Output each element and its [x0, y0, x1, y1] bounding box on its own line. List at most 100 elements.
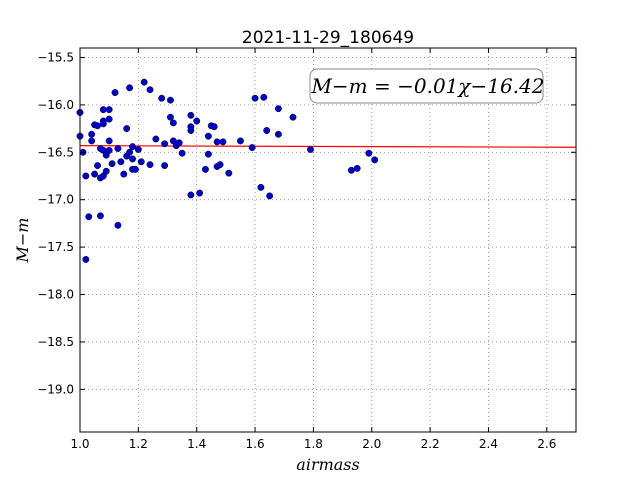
data-point	[196, 189, 204, 197]
data-point	[94, 122, 101, 130]
equation-box: M−m = −0.01χ−16.42	[309, 68, 545, 104]
data-point	[131, 165, 139, 173]
data-point	[204, 150, 212, 158]
data-point	[129, 155, 136, 163]
x-tick-label: 2.0	[362, 437, 381, 451]
data-point	[263, 127, 271, 134]
data-point	[166, 113, 174, 121]
data-point	[114, 145, 122, 152]
data-point	[88, 130, 96, 138]
data-point	[146, 86, 154, 94]
x-tick-label: 2.4	[479, 437, 498, 451]
data-point	[161, 140, 169, 148]
data-point	[166, 96, 174, 104]
data-point	[85, 213, 93, 221]
data-point	[187, 127, 195, 134]
data-point	[99, 120, 107, 128]
data-point	[146, 161, 154, 169]
data-point	[202, 165, 209, 173]
x-axis-label: airmass	[296, 455, 359, 474]
data-point	[274, 105, 282, 113]
x-tick-label: 2.6	[537, 437, 556, 451]
y-axis-label: M−m	[13, 218, 32, 264]
data-point	[140, 78, 148, 86]
data-point	[248, 144, 256, 152]
data-point	[134, 146, 142, 153]
y-tick-label: −16.5	[37, 145, 74, 159]
data-point	[129, 143, 136, 151]
data-point	[105, 115, 113, 123]
data-point	[111, 89, 119, 97]
data-point	[123, 125, 131, 133]
data-point	[289, 113, 297, 121]
data-point	[114, 221, 122, 229]
data-point	[353, 164, 361, 172]
data-point	[108, 160, 116, 168]
data-point	[161, 162, 169, 170]
data-point	[82, 172, 90, 180]
data-point	[99, 106, 107, 114]
y-tick-label: −18.0	[37, 288, 74, 302]
data-point	[365, 149, 373, 157]
y-tick-label: −15.5	[37, 50, 74, 64]
data-point	[257, 183, 265, 191]
y-tick-label: −18.5	[37, 335, 74, 349]
data-point	[307, 146, 314, 153]
grid-lines	[79, 48, 576, 432]
data-point	[187, 111, 195, 119]
data-point	[175, 139, 183, 147]
fit-line-group	[79, 145, 577, 148]
data-point	[158, 94, 166, 102]
data-point	[96, 212, 104, 220]
data-point	[88, 137, 96, 145]
y-tick-label: −19.0	[37, 382, 74, 396]
data-point	[137, 158, 145, 166]
data-point	[126, 84, 134, 92]
data-point	[213, 138, 221, 146]
equation-text: M−m = −0.01χ−16.42	[310, 74, 544, 98]
data-point	[82, 255, 90, 263]
data-point	[126, 148, 134, 156]
y-tick-label: −16.0	[37, 98, 74, 112]
data-point	[152, 135, 160, 143]
data-point	[219, 138, 227, 146]
data-point	[347, 166, 355, 174]
axis-ticks: 1.0 1.2 1.4 1.6 1.8 2.0 2.2 2.4 2.6 −15.5 −16.0 −16…	[37, 48, 576, 451]
data-point	[371, 156, 379, 164]
data-point	[237, 137, 244, 145]
x-tick-label: 1.8	[304, 437, 323, 451]
equation-box-frame	[309, 68, 544, 104]
data-point	[274, 130, 282, 138]
data-point	[193, 117, 201, 125]
data-point	[204, 132, 212, 140]
data-point	[178, 149, 186, 157]
data-point	[102, 167, 110, 175]
data-point	[120, 170, 128, 178]
data-point	[251, 94, 259, 102]
data-point	[210, 123, 218, 131]
data-point	[260, 93, 268, 101]
plot-frame	[79, 47, 577, 433]
data-point	[225, 169, 233, 177]
data-point	[105, 137, 113, 145]
data-point	[94, 162, 101, 170]
data-point	[117, 158, 125, 166]
data-point	[266, 192, 274, 200]
data-point	[105, 106, 113, 114]
fit-line	[79, 145, 577, 148]
x-tick-label: 1.2	[129, 437, 148, 451]
data-point	[216, 161, 224, 169]
x-tick-label: 1.6	[246, 437, 265, 451]
data-point	[187, 191, 195, 199]
data-points	[76, 78, 379, 263]
x-tick-label: 1.4	[187, 437, 206, 451]
chart-title: 2021-11-29_180649	[242, 28, 414, 48]
x-tick-label: 2.2	[421, 437, 440, 451]
data-point	[91, 170, 99, 178]
data-point	[169, 119, 177, 127]
y-tick-label: −17.0	[37, 193, 74, 207]
y-tick-label: −17.5	[37, 240, 74, 254]
data-point	[105, 146, 113, 154]
x-tick-label: 1.0	[70, 437, 89, 451]
